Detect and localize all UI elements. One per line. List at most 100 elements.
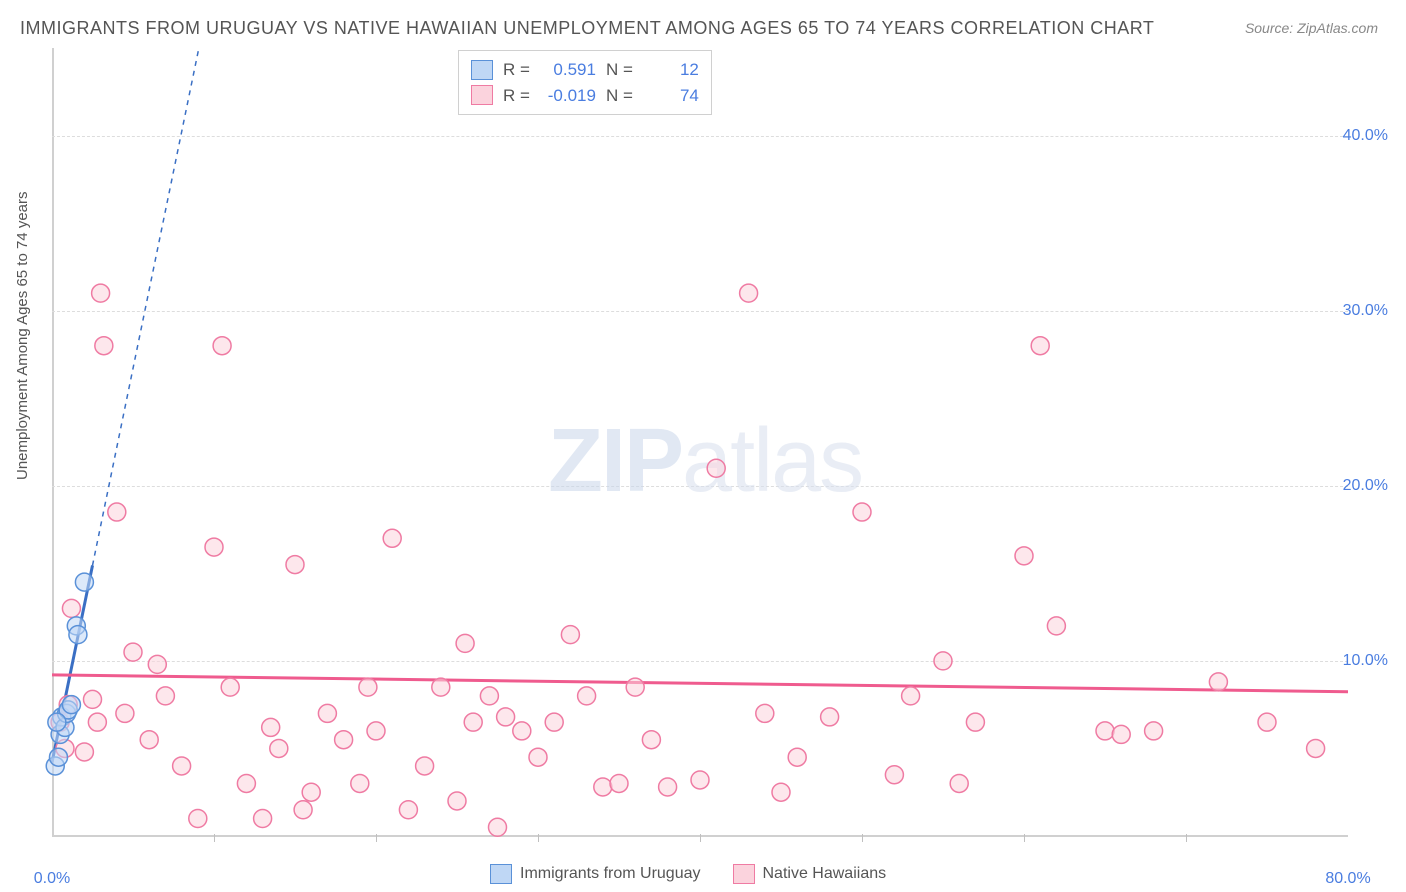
data-point	[221, 678, 239, 696]
data-point	[262, 718, 280, 736]
data-point	[75, 743, 93, 761]
data-point	[173, 757, 191, 775]
data-point	[594, 778, 612, 796]
legend-item-uruguay: Immigrants from Uruguay	[490, 864, 701, 884]
n-label: N =	[606, 83, 633, 109]
data-point	[432, 678, 450, 696]
y-tick-label: 10.0%	[1343, 652, 1388, 670]
data-point	[902, 687, 920, 705]
legend-label: Native Hawaiians	[763, 865, 887, 883]
legend-swatch-hawaiian	[471, 85, 493, 105]
y-tick-label: 20.0%	[1343, 477, 1388, 495]
r-value: 0.591	[540, 57, 596, 83]
data-point	[302, 783, 320, 801]
data-point	[1209, 673, 1227, 691]
data-point	[88, 713, 106, 731]
legend-swatch-uruguay	[490, 864, 512, 884]
data-point	[189, 809, 207, 827]
data-point	[69, 626, 87, 644]
data-point	[62, 599, 80, 617]
r-value: -0.019	[540, 83, 596, 109]
r-label: R =	[503, 57, 530, 83]
data-point	[626, 678, 644, 696]
data-point	[545, 713, 563, 731]
data-point	[294, 801, 312, 819]
data-point	[448, 792, 466, 810]
data-point	[707, 459, 725, 477]
data-point	[335, 731, 353, 749]
data-point	[1258, 713, 1276, 731]
data-point	[950, 774, 968, 792]
data-point	[529, 748, 547, 766]
data-point	[254, 809, 272, 827]
data-point	[359, 678, 377, 696]
r-label: R =	[503, 83, 530, 109]
data-point	[578, 687, 596, 705]
data-point	[788, 748, 806, 766]
data-point	[772, 783, 790, 801]
data-point	[740, 284, 758, 302]
trend-line-dashed	[93, 48, 199, 565]
data-point	[756, 704, 774, 722]
data-point	[885, 766, 903, 784]
data-point	[1145, 722, 1163, 740]
data-point	[62, 696, 80, 714]
legend-swatch-uruguay	[471, 60, 493, 80]
data-point	[270, 739, 288, 757]
legend-swatch-hawaiian	[733, 864, 755, 884]
series-legend: Immigrants from Uruguay Native Hawaiians	[490, 864, 886, 884]
data-point	[480, 687, 498, 705]
data-point	[49, 748, 67, 766]
data-point	[318, 704, 336, 722]
x-tick-label: 80.0%	[1325, 870, 1370, 888]
data-point	[1031, 337, 1049, 355]
data-point	[489, 818, 507, 836]
data-point	[399, 801, 417, 819]
legend-row-uruguay: R = 0.591 N = 12	[471, 57, 699, 83]
data-point	[351, 774, 369, 792]
data-point	[1096, 722, 1114, 740]
data-point	[659, 778, 677, 796]
data-point	[934, 652, 952, 670]
legend-label: Immigrants from Uruguay	[520, 865, 701, 883]
data-point	[497, 708, 515, 726]
n-value: 74	[643, 83, 699, 109]
y-tick-label: 30.0%	[1343, 302, 1388, 320]
data-point	[1112, 725, 1130, 743]
data-point	[853, 503, 871, 521]
data-point	[148, 655, 166, 673]
chart-title: IMMIGRANTS FROM URUGUAY VS NATIVE HAWAII…	[20, 18, 1154, 39]
data-point	[1307, 739, 1325, 757]
scatter-plot	[52, 48, 1348, 836]
data-point	[116, 704, 134, 722]
data-point	[205, 538, 223, 556]
data-point	[108, 503, 126, 521]
data-point	[92, 284, 110, 302]
data-point	[124, 643, 142, 661]
data-point	[1047, 617, 1065, 635]
data-point	[286, 556, 304, 574]
data-point	[75, 573, 93, 591]
legend-row-hawaiian: R = -0.019 N = 74	[471, 83, 699, 109]
data-point	[513, 722, 531, 740]
data-point	[95, 337, 113, 355]
n-label: N =	[606, 57, 633, 83]
data-point	[140, 731, 158, 749]
data-point	[642, 731, 660, 749]
trend-line	[52, 675, 1348, 692]
source-label: Source: ZipAtlas.com	[1245, 20, 1378, 36]
data-point	[48, 713, 66, 731]
data-point	[456, 634, 474, 652]
y-tick-label: 40.0%	[1343, 127, 1388, 145]
data-point	[84, 690, 102, 708]
n-value: 12	[643, 57, 699, 83]
legend-item-hawaiian: Native Hawaiians	[733, 864, 887, 884]
x-tick-label: 0.0%	[34, 870, 70, 888]
data-point	[966, 713, 984, 731]
data-point	[416, 757, 434, 775]
data-point	[156, 687, 174, 705]
data-point	[367, 722, 385, 740]
data-point	[383, 529, 401, 547]
correlation-legend: R = 0.591 N = 12 R = -0.019 N = 74	[458, 50, 712, 115]
y-axis-label: Unemployment Among Ages 65 to 74 years	[14, 191, 31, 480]
